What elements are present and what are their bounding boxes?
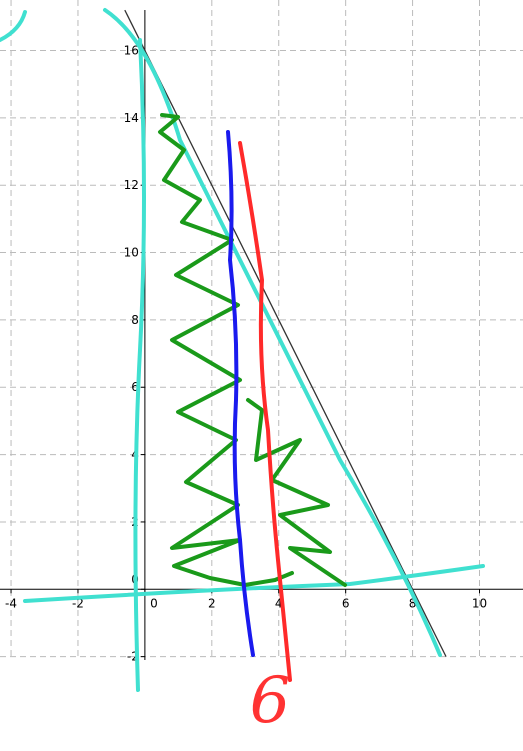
x-tick-label: 0: [150, 596, 158, 610]
line: [124, 9, 447, 657]
y-tick-label: -2: [127, 650, 139, 664]
red-stroke: [238, 141, 292, 682]
x-tick-label: 4: [275, 596, 283, 610]
x-tick-label: -4: [5, 596, 17, 610]
y-tick-label: 8: [131, 313, 139, 327]
annotation: 6: [250, 664, 291, 738]
blue-stroke: [226, 130, 255, 657]
y-tick-label: 14: [124, 111, 139, 125]
cyan-stroke: [103, 8, 442, 657]
hand-annotations: [0, 8, 485, 692]
x-tick-label: 8: [409, 596, 417, 610]
x-tick-label: 6: [342, 596, 350, 610]
cyan-stroke: [133, 38, 146, 692]
y-tick-label: 16: [124, 44, 139, 58]
y-tick-label: 10: [124, 246, 139, 260]
x-tick-label: 2: [208, 596, 216, 610]
green-stroke: [158, 113, 294, 587]
x-tick-label: -2: [72, 596, 84, 610]
green-stroke: [246, 398, 347, 587]
plot: [124, 9, 447, 657]
x-tick-label: 10: [472, 596, 487, 610]
cyan-stroke: [23, 564, 485, 603]
y-tick-label: 6: [131, 380, 139, 394]
y-tick-label: 12: [124, 178, 139, 192]
cyan-stroke: [0, 10, 27, 42]
